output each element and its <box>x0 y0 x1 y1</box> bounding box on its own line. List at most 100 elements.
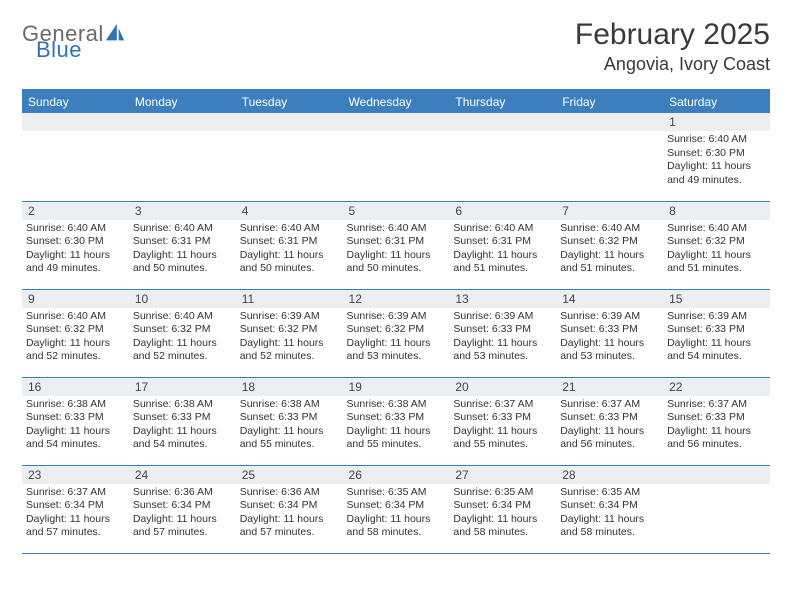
calendar-cell: 27 Sunrise: 6:35 AMSunset: 6:34 PMDayligh… <box>449 465 556 553</box>
page-header: General Blue February 2025 Angovia, Ivor… <box>22 18 770 75</box>
calendar-cell: 10 Sunrise: 6:40 AMSunset: 6:32 PMDayligh… <box>129 289 236 377</box>
day-details: Sunrise: 6:38 AMSunset: 6:33 PMDaylight:… <box>133 398 232 453</box>
calendar-cell <box>22 113 129 201</box>
dayname-header: Saturday <box>663 90 770 113</box>
logo-word-2: Blue <box>36 40 104 60</box>
calendar-cell: 19 Sunrise: 6:38 AMSunset: 6:33 PMDayligh… <box>343 377 450 465</box>
day-number-bar: 19 <box>343 378 450 396</box>
day-number-bar <box>236 113 343 131</box>
calendar-week-row: 23Sunrise: 6:37 AMSunset: 6:34 PMDayligh… <box>22 465 770 553</box>
calendar-cell: 22 Sunrise: 6:37 AMSunset: 6:33 PMDayligh… <box>663 377 770 465</box>
day-number-bar: 24 <box>129 466 236 484</box>
dayname-header: Thursday <box>449 90 556 113</box>
calendar-cell: 3Sunrise: 6:40 AMSunset: 6:31 PMDaylight… <box>129 201 236 289</box>
calendar-cell: 12Sunrise: 6:39 AMSunset: 6:32 PMDayligh… <box>343 289 450 377</box>
calendar-cell: 2 Sunrise: 6:40 AMSunset: 6:30 PMDaylight… <box>22 201 129 289</box>
calendar-body: 1 Sunrise: 6:40 AMSunset: 6:30 PMDaylight… <box>22 113 770 553</box>
calendar-cell <box>556 113 663 201</box>
day-number-bar: 12 <box>343 290 450 308</box>
day-number-bar: 22 <box>663 378 770 396</box>
logo: General Blue <box>22 24 64 60</box>
calendar-cell: 1 Sunrise: 6:40 AMSunset: 6:30 PMDaylight… <box>663 113 770 201</box>
day-number-bar: 20 <box>449 378 556 396</box>
day-number-bar: 28 <box>556 466 663 484</box>
day-details: Sunrise: 6:39 AMSunset: 6:33 PMDaylight:… <box>453 310 552 365</box>
dayname-header: Sunday <box>22 90 129 113</box>
calendar-cell <box>449 113 556 201</box>
calendar-cell: 20 Sunrise: 6:37 AMSunset: 6:33 PMDayligh… <box>449 377 556 465</box>
dayname-header: Friday <box>556 90 663 113</box>
day-number-bar: 1 <box>663 113 770 131</box>
day-details: Sunrise: 6:40 AMSunset: 6:32 PMDaylight:… <box>560 222 659 277</box>
title-block: February 2025 Angovia, Ivory Coast <box>575 18 770 75</box>
calendar-cell: 14 Sunrise: 6:39 AMSunset: 6:33 PMDayligh… <box>556 289 663 377</box>
day-details: Sunrise: 6:38 AMSunset: 6:33 PMDaylight:… <box>26 398 125 453</box>
day-details: Sunrise: 6:35 AMSunset: 6:34 PMDaylight:… <box>453 486 552 541</box>
day-number-bar: 15 <box>663 290 770 308</box>
day-details: Sunrise: 6:40 AMSunset: 6:30 PMDaylight:… <box>667 133 766 188</box>
day-number-bar: 10 <box>129 290 236 308</box>
calendar-cell: 7 Sunrise: 6:40 AMSunset: 6:32 PMDaylight… <box>556 201 663 289</box>
day-details: Sunrise: 6:40 AMSunset: 6:31 PMDaylight:… <box>347 222 446 277</box>
calendar-cell: 9 Sunrise: 6:40 AMSunset: 6:32 PMDaylight… <box>22 289 129 377</box>
calendar-cell: 25Sunrise: 6:36 AMSunset: 6:34 PMDayligh… <box>236 465 343 553</box>
calendar-cell: 24Sunrise: 6:36 AMSunset: 6:34 PMDayligh… <box>129 465 236 553</box>
month-title: February 2025 <box>575 18 770 52</box>
day-details: Sunrise: 6:36 AMSunset: 6:34 PMDaylight:… <box>240 486 339 541</box>
day-details: Sunrise: 6:37 AMSunset: 6:34 PMDaylight:… <box>26 486 125 541</box>
day-details: Sunrise: 6:40 AMSunset: 6:32 PMDaylight:… <box>667 222 766 277</box>
day-number-bar: 17 <box>129 378 236 396</box>
day-details: Sunrise: 6:37 AMSunset: 6:33 PMDaylight:… <box>560 398 659 453</box>
day-details: Sunrise: 6:37 AMSunset: 6:33 PMDaylight:… <box>453 398 552 453</box>
calendar-cell: 16 Sunrise: 6:38 AMSunset: 6:33 PMDayligh… <box>22 377 129 465</box>
day-details: Sunrise: 6:40 AMSunset: 6:30 PMDaylight:… <box>26 222 125 277</box>
day-details: Sunrise: 6:38 AMSunset: 6:33 PMDaylight:… <box>347 398 446 453</box>
calendar-cell: 23Sunrise: 6:37 AMSunset: 6:34 PMDayligh… <box>22 465 129 553</box>
calendar-cell: 17 Sunrise: 6:38 AMSunset: 6:33 PMDayligh… <box>129 377 236 465</box>
day-number-bar: 7 <box>556 202 663 220</box>
day-number-bar: 6 <box>449 202 556 220</box>
day-details: Sunrise: 6:39 AMSunset: 6:33 PMDaylight:… <box>667 310 766 365</box>
calendar-cell: 13Sunrise: 6:39 AMSunset: 6:33 PMDayligh… <box>449 289 556 377</box>
day-number-bar: 4 <box>236 202 343 220</box>
day-details: Sunrise: 6:40 AMSunset: 6:32 PMDaylight:… <box>133 310 232 365</box>
location-subtitle: Angovia, Ivory Coast <box>575 54 770 75</box>
day-number-bar: 8 <box>663 202 770 220</box>
calendar-cell: 11 Sunrise: 6:39 AMSunset: 6:32 PMDayligh… <box>236 289 343 377</box>
day-number-bar <box>663 466 770 484</box>
day-number-bar: 27 <box>449 466 556 484</box>
logo-sail-icon <box>104 22 126 44</box>
dayname-header: Wednesday <box>343 90 450 113</box>
calendar-cell: 28 Sunrise: 6:35 AMSunset: 6:34 PMDayligh… <box>556 465 663 553</box>
day-details: Sunrise: 6:39 AMSunset: 6:33 PMDaylight:… <box>560 310 659 365</box>
day-number-bar <box>129 113 236 131</box>
day-number-bar: 2 <box>22 202 129 220</box>
day-details: Sunrise: 6:37 AMSunset: 6:33 PMDaylight:… <box>667 398 766 453</box>
day-number-bar <box>22 113 129 131</box>
day-number-bar <box>556 113 663 131</box>
day-number-bar: 21 <box>556 378 663 396</box>
day-number-bar: 9 <box>22 290 129 308</box>
day-details: Sunrise: 6:38 AMSunset: 6:33 PMDaylight:… <box>240 398 339 453</box>
calendar-cell: 26Sunrise: 6:35 AMSunset: 6:34 PMDayligh… <box>343 465 450 553</box>
day-details: Sunrise: 6:35 AMSunset: 6:34 PMDaylight:… <box>560 486 659 541</box>
day-details: Sunrise: 6:40 AMSunset: 6:31 PMDaylight:… <box>240 222 339 277</box>
calendar-head: SundayMondayTuesdayWednesdayThursdayFrid… <box>22 90 770 113</box>
day-number-bar: 11 <box>236 290 343 308</box>
day-number-bar: 16 <box>22 378 129 396</box>
calendar-cell: 6 Sunrise: 6:40 AMSunset: 6:31 PMDaylight… <box>449 201 556 289</box>
day-number-bar: 5 <box>343 202 450 220</box>
calendar-cell: 5 Sunrise: 6:40 AMSunset: 6:31 PMDaylight… <box>343 201 450 289</box>
day-number-bar: 18 <box>236 378 343 396</box>
day-number-bar: 14 <box>556 290 663 308</box>
day-details: Sunrise: 6:40 AMSunset: 6:31 PMDaylight:… <box>453 222 552 277</box>
day-details: Sunrise: 6:35 AMSunset: 6:34 PMDaylight:… <box>347 486 446 541</box>
day-details: Sunrise: 6:40 AMSunset: 6:32 PMDaylight:… <box>26 310 125 365</box>
calendar-cell: 8 Sunrise: 6:40 AMSunset: 6:32 PMDaylight… <box>663 201 770 289</box>
dayname-row: SundayMondayTuesdayWednesdayThursdayFrid… <box>22 90 770 113</box>
calendar-cell: 15 Sunrise: 6:39 AMSunset: 6:33 PMDayligh… <box>663 289 770 377</box>
logo-text: General Blue <box>22 24 104 60</box>
dayname-header: Tuesday <box>236 90 343 113</box>
day-details: Sunrise: 6:40 AMSunset: 6:31 PMDaylight:… <box>133 222 232 277</box>
day-details: Sunrise: 6:39 AMSunset: 6:32 PMDaylight:… <box>240 310 339 365</box>
